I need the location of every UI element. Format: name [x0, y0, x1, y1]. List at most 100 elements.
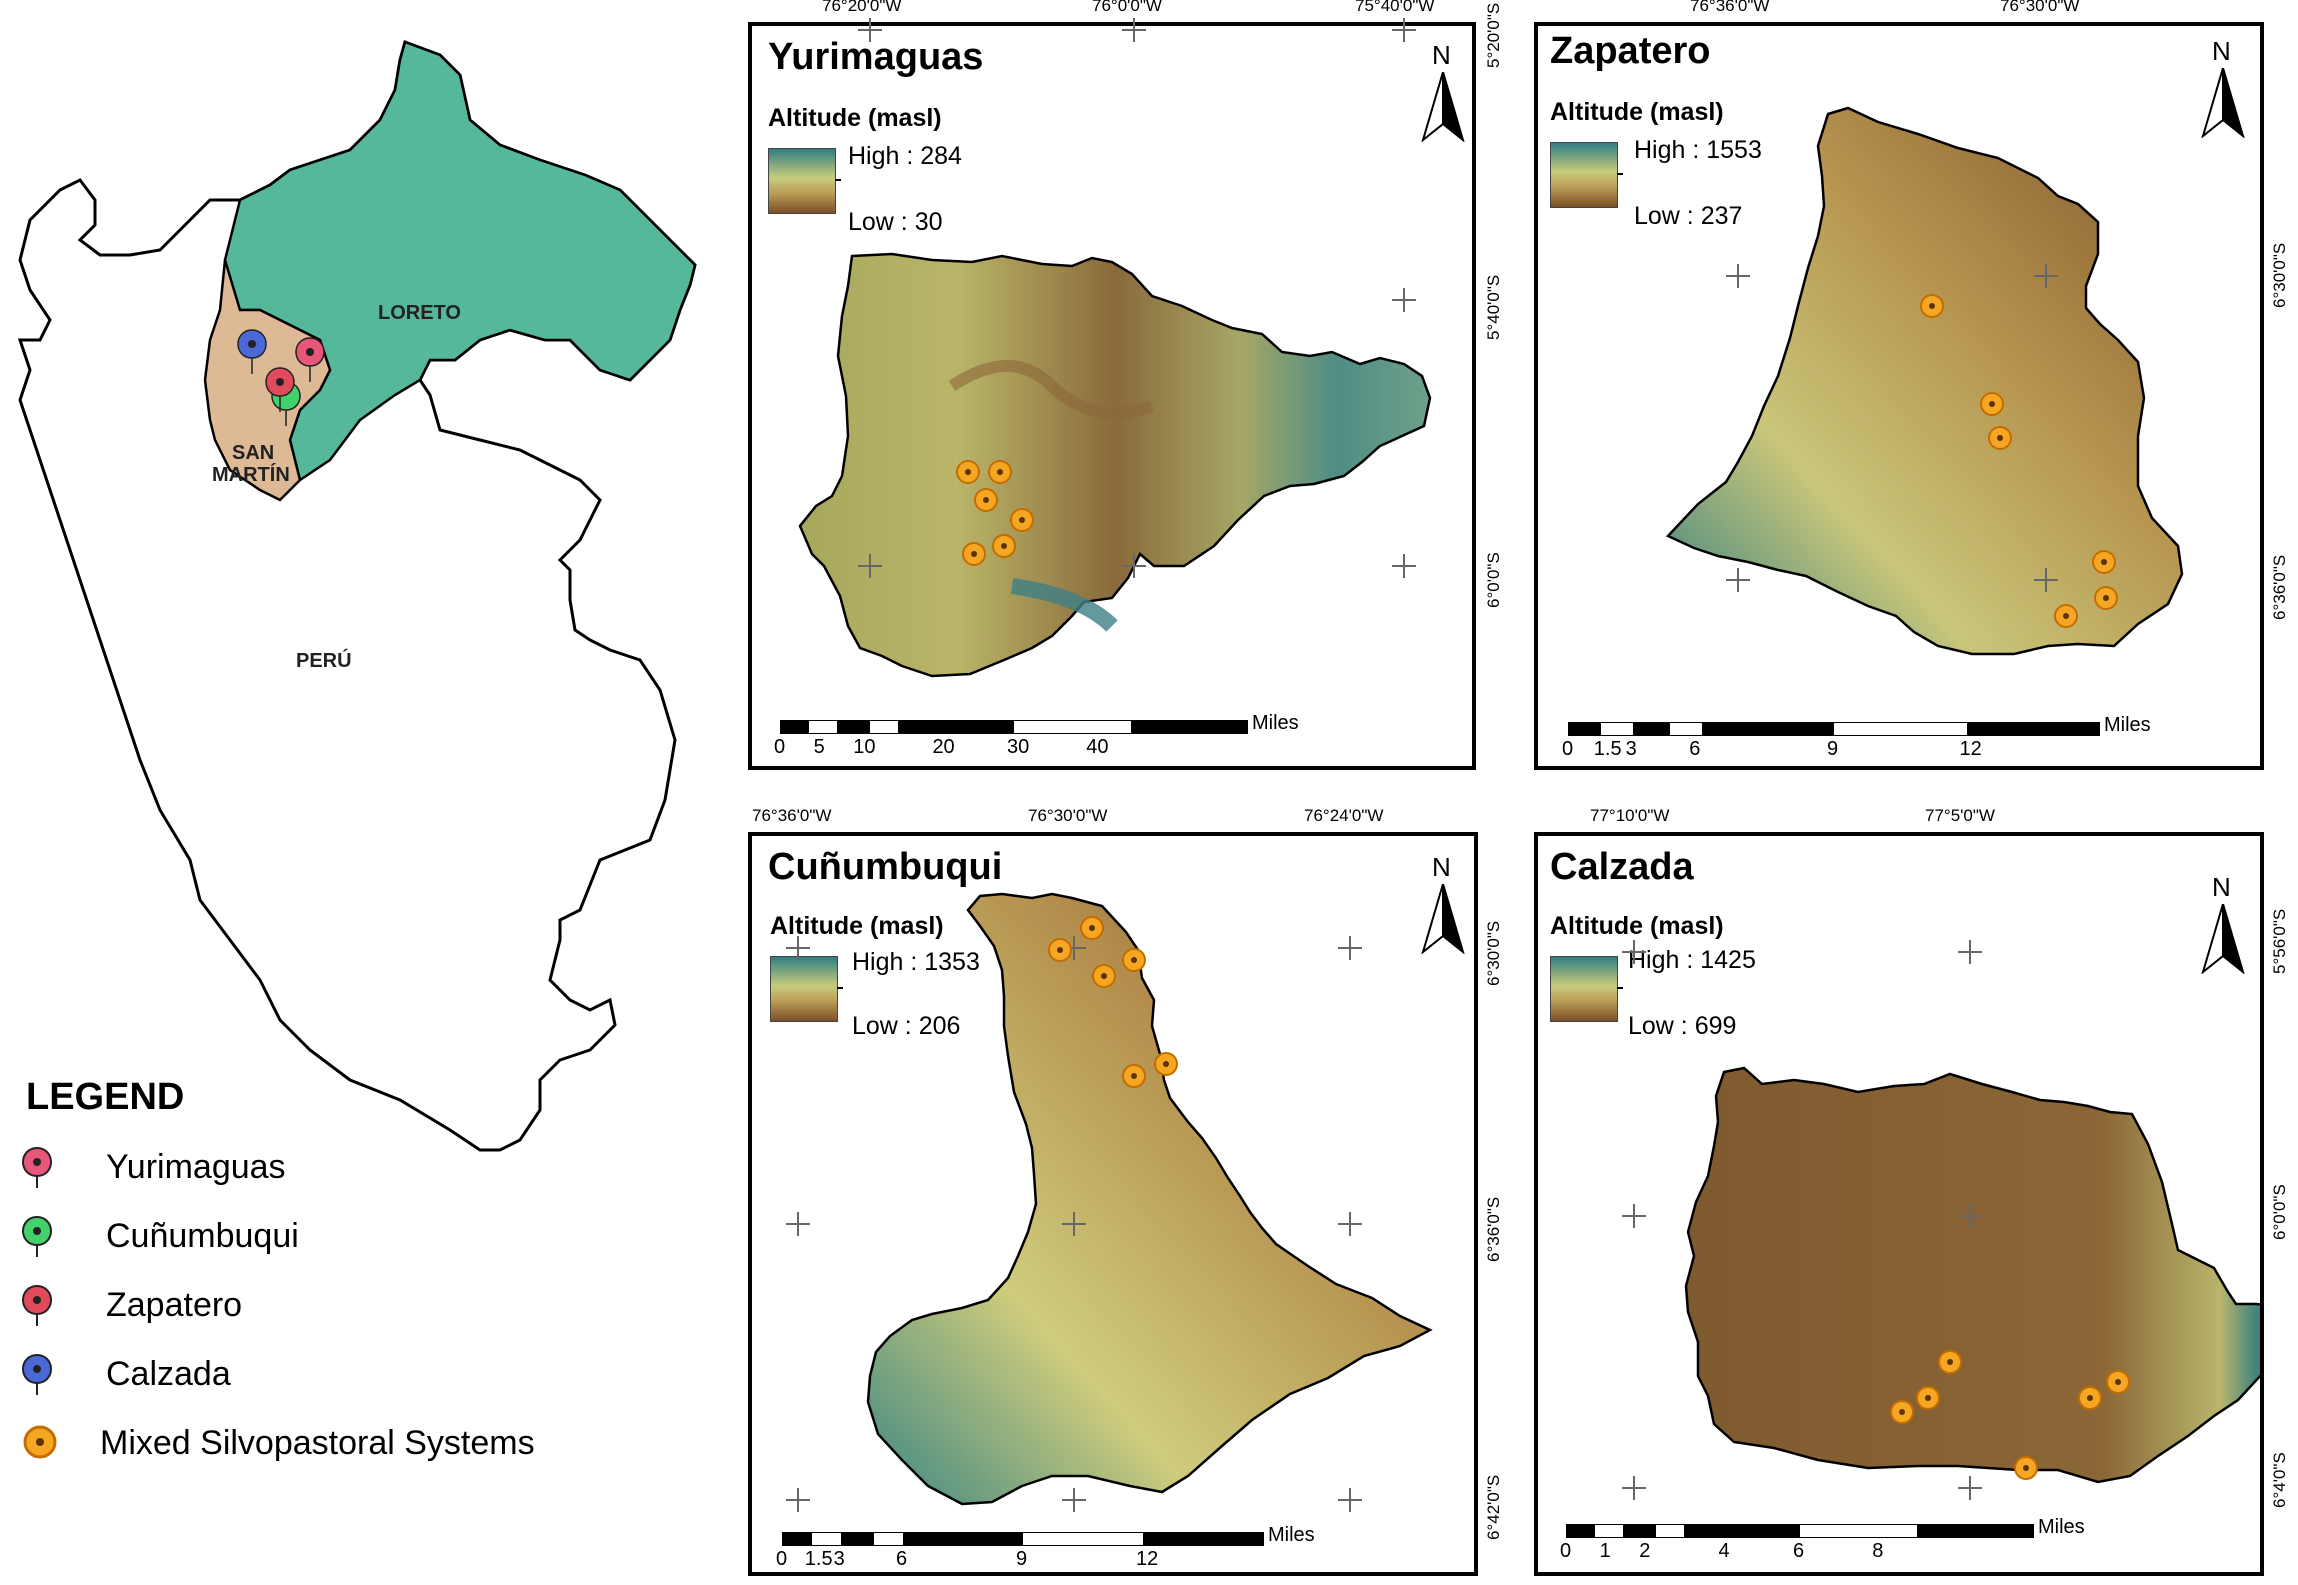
graticule-cross [858, 554, 882, 578]
scale-label: 3 [833, 1548, 845, 1570]
lat-tick: 6°30'0"S [1484, 920, 1503, 986]
scale-segment [1130, 721, 1247, 733]
scale-segment [781, 721, 809, 733]
legend-item-label: Cuñumbuqui [106, 1217, 299, 1255]
scale-unit: Miles [1252, 712, 1299, 734]
blue-pin-icon [237, 329, 267, 374]
altitude-label: Altitude (masl) [1550, 98, 1724, 126]
site-center [983, 497, 989, 503]
lat-tick: 6°4'0"S [2270, 1452, 2289, 1508]
graticule-cross [1958, 1476, 1982, 1500]
lat-tick: 6°30'0"S [2270, 242, 2289, 308]
scale-segment [1916, 1525, 2033, 1537]
scale-segment [783, 1533, 812, 1545]
panel-title: Cuñumbuqui [768, 846, 1003, 888]
site-center [1001, 543, 1007, 549]
scale-label: 0 [1562, 738, 1574, 760]
scale-label: 4 [1718, 1540, 1730, 1562]
low-value: Low : 699 [1628, 1012, 1737, 1040]
graticule-cross [786, 936, 810, 960]
scale-label: 9 [1827, 738, 1839, 760]
scale-label: 0 [774, 736, 786, 758]
site-center [1163, 1061, 1169, 1067]
scale-segment [1683, 1525, 1800, 1537]
site-center [1925, 1395, 1931, 1401]
graticule-cross [1338, 1488, 1362, 1512]
scale-segment [840, 1533, 875, 1545]
san-martin-label-2: MARTÍN [212, 464, 290, 486]
silvopastoral-site-icon [1890, 1400, 1914, 1424]
panel-cunumbuqui: Cuñumbuqui Altitude (masl) High : 1353 L… [748, 832, 1478, 1576]
scale-label: 5 [813, 736, 825, 758]
panel-title: Yurimaguas [768, 36, 984, 78]
site-center [2087, 1395, 2093, 1401]
silvopastoral-site-icon [1092, 964, 1116, 988]
scale-label: 12 [1959, 738, 1982, 760]
silvopastoral-site-icon [1988, 426, 2012, 450]
low-value: Low : 30 [848, 208, 943, 236]
silvopastoral-site-icon [956, 460, 980, 484]
altitude-label: Altitude (masl) [768, 104, 942, 132]
graticule-cross [1062, 1212, 1086, 1236]
north-arrow-icon [1418, 884, 1468, 994]
north-label: N [2212, 36, 2231, 66]
scale-label: 1.5 [1593, 738, 1622, 760]
silvopastoral-site-icon [2078, 1386, 2102, 1410]
lon-tick: 77°10'0"W [1590, 806, 1670, 825]
panel-zapatero: Zapatero Altitude (masl) High : 1553 Low… [1534, 22, 2264, 770]
graticule-cross [1338, 936, 1362, 960]
scale-label: 12 [1136, 1548, 1159, 1570]
north-arrow-icon [1418, 72, 1468, 182]
scale-label: 6 [896, 1548, 908, 1570]
legend-item-label: Zapatero [106, 1286, 243, 1324]
legend-item-label: Yurimaguas [106, 1148, 286, 1186]
pink-pin-icon [20, 1146, 60, 1192]
lon-tick: 76°30'0"W [2000, 0, 2080, 15]
scale-label: 8 [1872, 1540, 1884, 1562]
silvopastoral-site-icon [1980, 392, 2004, 416]
site-center [1101, 973, 1107, 979]
scale-label: 2 [1639, 1540, 1651, 1562]
scale-segment [836, 721, 870, 733]
scale-segment [1567, 1525, 1595, 1537]
high-value: High : 284 [848, 142, 962, 170]
silvopastoral-site-icon [2106, 1370, 2130, 1394]
lat-tick: 5°56'0"S [2270, 908, 2289, 974]
scale-unit: Miles [1268, 1524, 1315, 1546]
lat-tick: 6°42'0"S [1484, 1474, 1503, 1540]
graticule-cross [2034, 568, 2058, 592]
lat-tick: 5°40'0"S [1484, 274, 1503, 340]
scale-segment [1701, 723, 1834, 735]
scale-label: 6 [1793, 1540, 1805, 1562]
scale-label: 6 [1689, 738, 1701, 760]
elevation-ramp [1550, 142, 1623, 208]
scale-bar [1566, 1524, 2034, 1538]
panel-yurimaguas: Yurimaguas Altitude (masl) High : 284 Lo… [748, 22, 1476, 770]
lon-tick: 75°40'0"W [1355, 0, 1435, 15]
elevation-ramp [770, 956, 843, 1022]
scale-label: 9 [1016, 1548, 1028, 1570]
scale-segment [1966, 723, 2099, 735]
elevation-ramp [768, 148, 841, 214]
scale-bar [782, 1532, 1264, 1546]
scale-segment [903, 1533, 1023, 1545]
lon-tick: 76°36'0"W [1690, 0, 1770, 15]
elevation-ramp [1550, 956, 1623, 1022]
silvopastoral-site-icon [974, 488, 998, 512]
silvopastoral-site-icon [988, 460, 1012, 484]
silvopastoral-site-icon [1048, 938, 1072, 962]
site-center [1997, 435, 2003, 441]
peru-label: PERÚ [296, 650, 352, 672]
site-center [1057, 947, 1063, 953]
site-center [997, 469, 1003, 475]
graticule-cross [1622, 940, 1646, 964]
scale-segment [1569, 723, 1601, 735]
scale-segment [1143, 1533, 1263, 1545]
panel-title: Zapatero [1550, 30, 1711, 72]
lon-tick: 76°36'0"W [752, 806, 832, 825]
high-value: High : 1353 [852, 948, 980, 976]
scale-label: 1 [1599, 1540, 1611, 1562]
legend-title: LEGEND [26, 1076, 185, 1118]
graticule-cross [1122, 18, 1146, 42]
graticule-cross [858, 18, 882, 42]
